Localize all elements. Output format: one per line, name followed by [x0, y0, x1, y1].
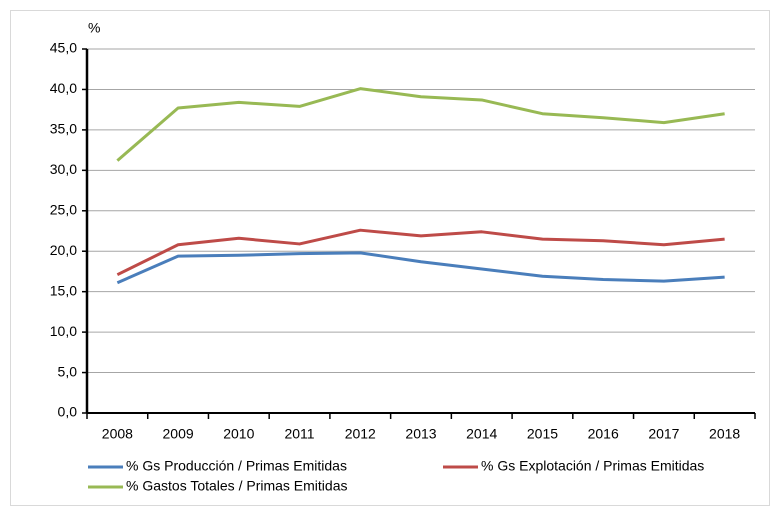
x-tick-label: 2018 [709, 426, 740, 442]
y-tick-label: 0,0 [58, 404, 78, 420]
y-tick-label: 40,0 [50, 80, 77, 96]
line-series [116, 87, 725, 162]
y-tick-label: 5,0 [58, 363, 78, 379]
y-tick-label: 20,0 [50, 242, 77, 258]
y-axis-unit: % [88, 20, 100, 36]
y-tick-label: 30,0 [50, 161, 77, 177]
line-series [116, 251, 725, 285]
y-tick-label: 45,0 [50, 40, 77, 56]
legend-label: % Gastos Totales / Primas Emitidas [126, 478, 347, 494]
x-tick-label: 2015 [527, 426, 558, 442]
chart-border [10, 10, 770, 506]
legend-label: % Gs Explotación / Primas Emitidas [481, 458, 704, 474]
y-tick-label: 35,0 [50, 121, 77, 137]
x-tick-label: 2009 [163, 426, 194, 442]
y-tick-label: 25,0 [50, 201, 77, 217]
x-tick-label: 2013 [405, 426, 436, 442]
x-tick-label: 2011 [284, 426, 314, 442]
x-tick-label: 2017 [648, 426, 679, 442]
x-tick-label: 2008 [102, 426, 133, 442]
legend-label: % Gs Producción / Primas Emitidas [126, 458, 347, 474]
x-tick-label: 2010 [223, 426, 254, 442]
y-tick-label: 15,0 [50, 282, 77, 298]
x-tick-label: 2014 [466, 426, 497, 442]
y-tick-label: 10,0 [50, 323, 77, 339]
line-series [116, 228, 725, 277]
x-tick-label: 2012 [345, 426, 376, 442]
x-tick-label: 2016 [588, 426, 619, 442]
